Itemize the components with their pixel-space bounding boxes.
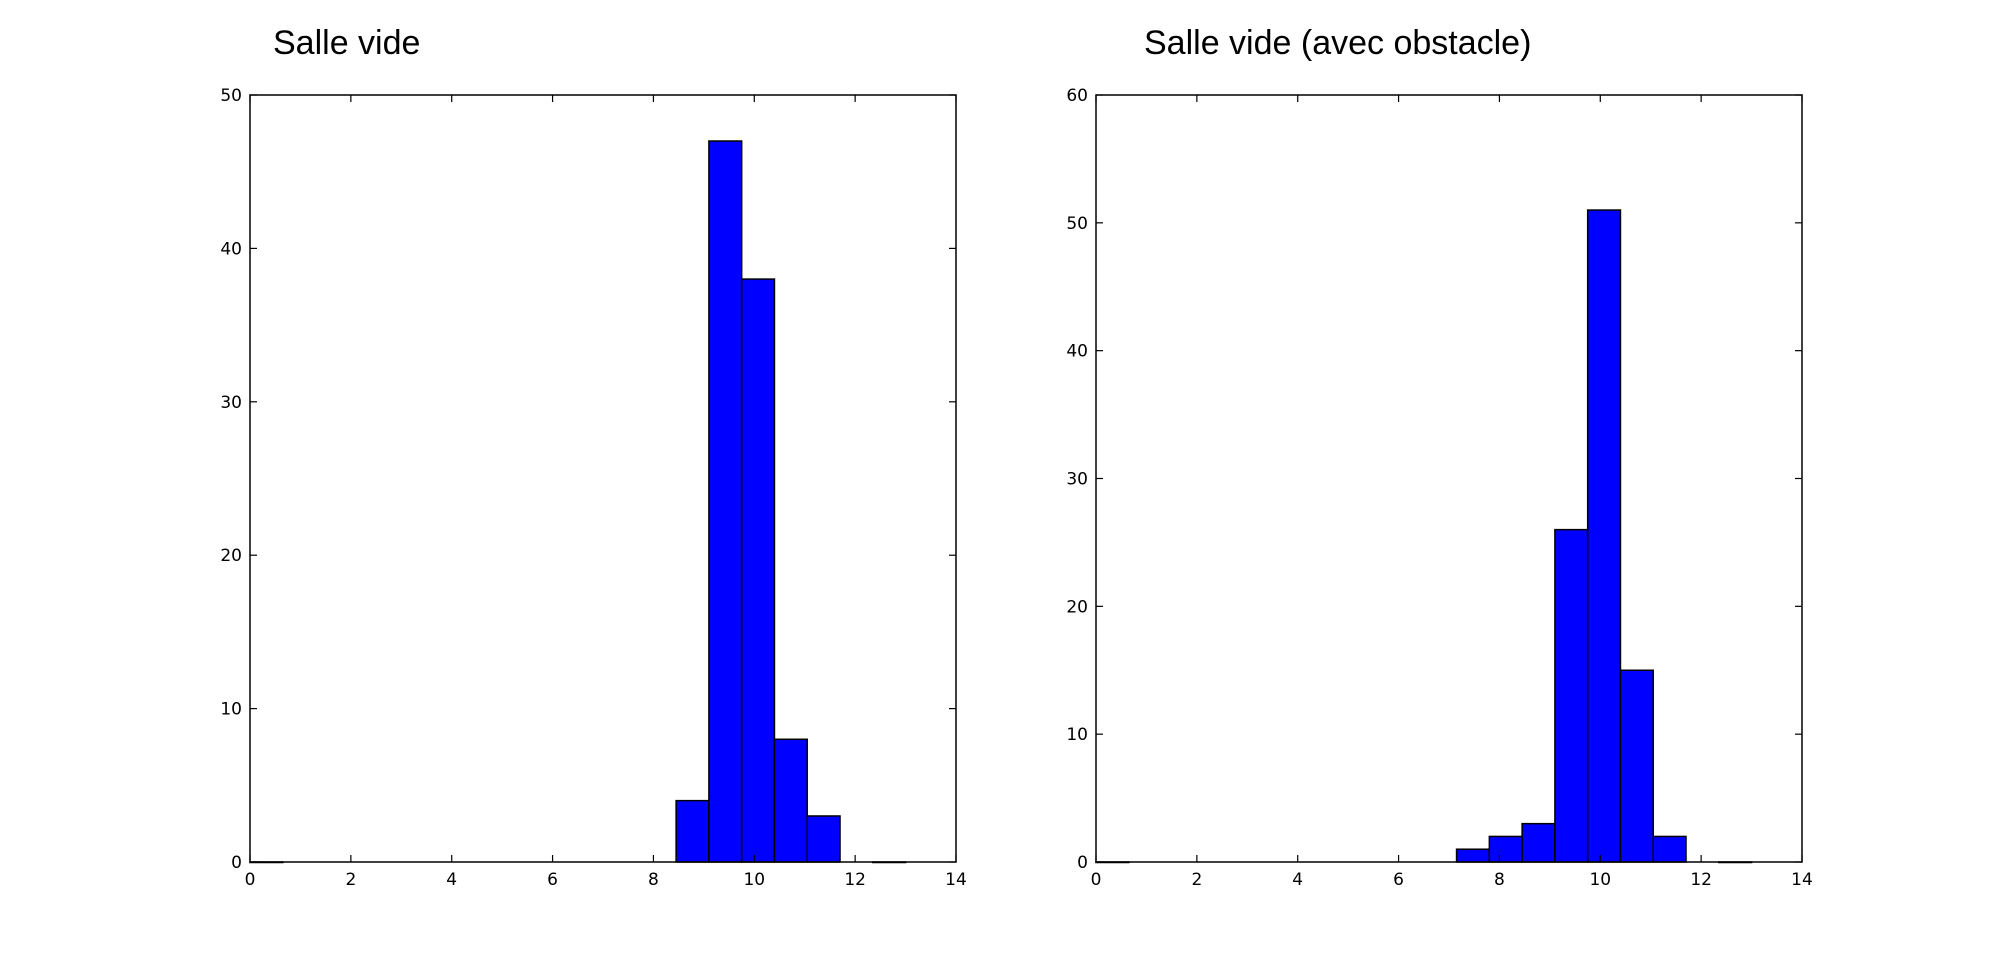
x-tick-label: 10 — [743, 870, 765, 890]
y-tick-label: 0 — [231, 853, 242, 873]
x-tick-label: 0 — [245, 870, 256, 890]
x-tick-label: 12 — [1690, 870, 1712, 890]
histogram-bar — [1554, 528, 1589, 863]
x-tick-label: 14 — [945, 870, 967, 890]
x-tick-label: 2 — [1191, 870, 1202, 890]
chart-panel-1: 0 2 4 6 8 10 12 14 0 10 20 30 40 50 60 — [1066, 86, 1812, 890]
chart-panel-0: 0 2 4 6 8 10 12 14 0 10 20 30 40 50 — [220, 86, 966, 890]
histogram-bar — [1521, 822, 1556, 863]
x-tick-label: 8 — [1494, 870, 1505, 890]
y-tick-label: 50 — [220, 86, 242, 106]
histogram-bar — [1652, 835, 1687, 863]
y-tick-label: 0 — [1077, 853, 1088, 873]
y-tick-label: 50 — [1066, 214, 1088, 234]
y-tick-label: 20 — [220, 546, 242, 566]
y-tick-label: 20 — [1066, 597, 1088, 617]
histogram-bar — [773, 738, 808, 863]
y-tick-label: 60 — [1066, 86, 1088, 106]
y-tick-label: 40 — [220, 239, 242, 259]
x-tick-label: 6 — [547, 870, 558, 890]
y-tick-label: 40 — [1066, 342, 1088, 362]
y-tick-label: 10 — [220, 700, 242, 720]
chart-title-right: Salle vide (avec obstacle) — [1144, 24, 1532, 62]
plot-frame — [249, 94, 957, 863]
plot-frame — [1095, 94, 1803, 863]
y-tick-label: 10 — [1066, 725, 1088, 745]
histogram-bar — [675, 799, 710, 863]
y-tick-label: 30 — [1066, 470, 1088, 490]
x-tick-label: 4 — [446, 870, 457, 890]
chart-title-left: Salle vide — [273, 24, 421, 62]
x-tick-label: 8 — [648, 870, 659, 890]
histogram-bar — [708, 140, 743, 863]
x-tick-label: 2 — [345, 870, 356, 890]
histogram-bar — [740, 278, 776, 863]
x-tick-label: 12 — [844, 870, 866, 890]
y-tick-label: 30 — [220, 393, 242, 413]
x-tick-label: 10 — [1589, 870, 1611, 890]
histogram-bar — [806, 815, 841, 863]
x-tick-label: 6 — [1393, 870, 1404, 890]
histogram-bar — [1455, 848, 1491, 863]
x-tick-label: 14 — [1791, 870, 1813, 890]
x-tick-label: 0 — [1091, 870, 1102, 890]
histogram-bar — [1619, 669, 1654, 863]
histogram-bar — [1488, 835, 1523, 863]
histogram-bar — [1586, 209, 1622, 863]
x-tick-label: 4 — [1292, 870, 1303, 890]
